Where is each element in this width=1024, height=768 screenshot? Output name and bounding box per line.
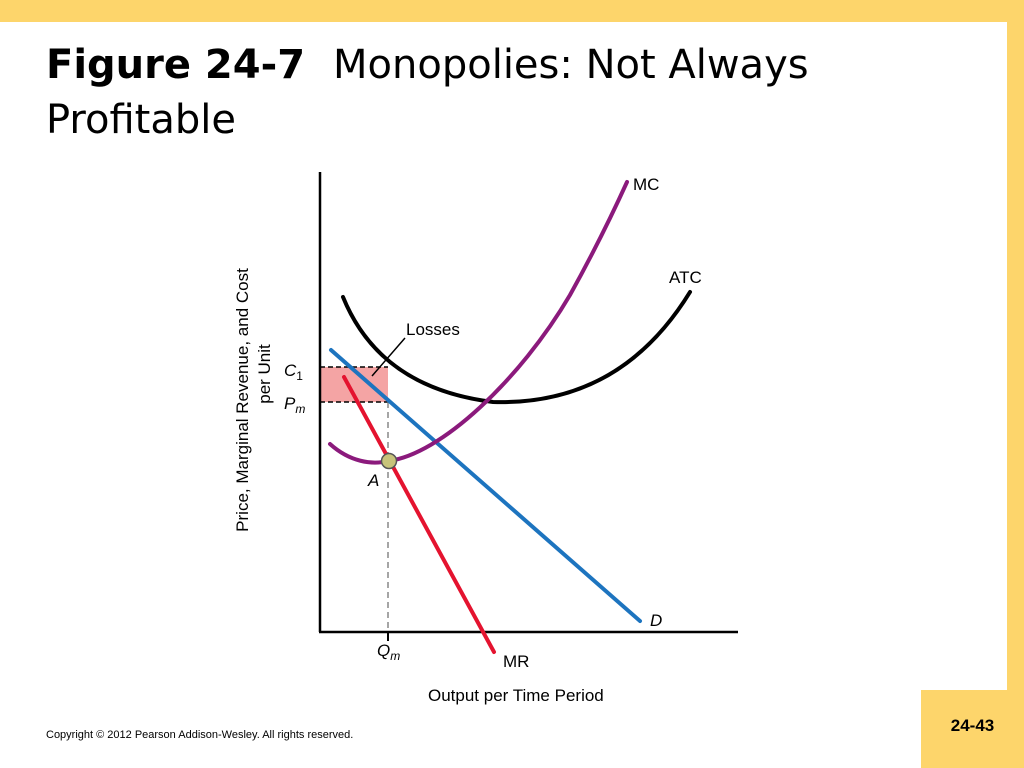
atc-curve <box>341 290 692 405</box>
page-number-box: 24-43 <box>921 690 1024 768</box>
point-a-label: A <box>367 471 379 490</box>
pm-base: P <box>284 394 296 413</box>
pm-tick-label: Pm <box>284 394 305 416</box>
qm-base: Q <box>377 641 390 660</box>
c1-base: C <box>284 361 297 380</box>
c1-tick-label: C1 <box>284 361 303 383</box>
figure-label: Figure 24-7 <box>46 42 306 88</box>
losses-leader-line <box>371 337 406 377</box>
copyright-text: Copyright © 2012 Pearson Addison-Wesley.… <box>46 729 354 741</box>
slide-title: Figure 24-7 Monopolies: Not Always Profit… <box>46 38 946 148</box>
y-axis-title-line1: Price, Marginal Revenue, and Cost <box>233 268 252 532</box>
mr-curve <box>342 375 496 654</box>
qm-tick-label: Qm <box>377 641 400 663</box>
pm-sub: m <box>295 402 305 416</box>
figure-title-text: Monopolies: Not Always Profitable <box>46 42 809 143</box>
c1-sub: 1 <box>296 369 303 383</box>
x-axis-title: Output per Time Period <box>428 686 604 705</box>
mc-label: MC <box>633 175 659 194</box>
right-border <box>1007 0 1024 768</box>
mc-curve <box>328 180 629 465</box>
demand-curve <box>329 348 642 623</box>
point-a-marker <box>380 452 398 470</box>
demand-label: D <box>650 611 662 630</box>
losses-label: Losses <box>406 320 460 339</box>
top-border <box>0 0 1024 22</box>
y-axis-title-line2: per Unit <box>255 344 274 404</box>
page-number: 24-43 <box>950 716 995 735</box>
qm-sub: m <box>390 649 400 663</box>
atc-label: ATC <box>669 268 702 287</box>
mr-label: MR <box>503 652 529 671</box>
